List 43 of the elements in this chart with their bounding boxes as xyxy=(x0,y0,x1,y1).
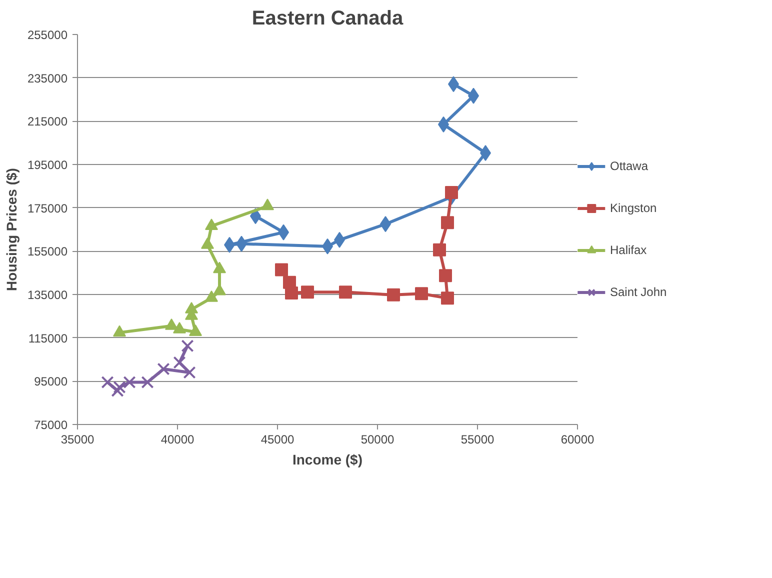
point xyxy=(101,376,114,389)
point xyxy=(441,216,454,230)
point xyxy=(285,286,298,300)
point xyxy=(387,288,400,302)
chart-title: Eastern Canada xyxy=(252,8,404,30)
y-tick-label: 135000 xyxy=(27,288,68,302)
point xyxy=(141,376,154,389)
x-tick-label: 60000 xyxy=(560,432,595,446)
x-tick-label: 45000 xyxy=(260,432,295,446)
point xyxy=(157,362,170,376)
legend-label: Saint John xyxy=(610,285,667,299)
y-tick-label: 115000 xyxy=(28,331,68,346)
y-tick-label: 175000 xyxy=(27,201,68,216)
legend-label: Halifax xyxy=(610,243,647,257)
point xyxy=(123,376,136,389)
y-tick-label: 95000 xyxy=(34,374,68,389)
x-tick-label: 40000 xyxy=(160,432,195,446)
y-tick-label: 155000 xyxy=(27,244,68,259)
x-tick-label: 35000 xyxy=(60,432,95,446)
point xyxy=(111,384,124,398)
point xyxy=(301,286,314,299)
x-tick-label: 50000 xyxy=(360,432,395,446)
x-tick-label: 55000 xyxy=(460,432,495,446)
point xyxy=(181,340,194,352)
y-tick-label: 215000 xyxy=(27,114,68,129)
point xyxy=(275,263,288,276)
legend-label: Kingston xyxy=(610,201,657,215)
point xyxy=(113,380,126,394)
point xyxy=(339,286,352,299)
y-tick-label: 235000 xyxy=(27,71,68,86)
y-axis-title: Housing Prices ($) xyxy=(3,168,20,291)
point xyxy=(445,186,458,199)
point xyxy=(441,292,454,305)
y-tick-label: 195000 xyxy=(27,158,68,172)
point xyxy=(433,243,446,256)
point xyxy=(183,366,196,379)
point xyxy=(173,356,186,369)
x-axis-title: Income ($) xyxy=(292,452,363,468)
legend-label: Ottawa xyxy=(610,159,648,173)
y-tick-label: 255000 xyxy=(27,28,68,42)
y-tick-label: 75000 xyxy=(34,418,68,432)
point xyxy=(439,269,452,282)
point xyxy=(415,287,428,300)
